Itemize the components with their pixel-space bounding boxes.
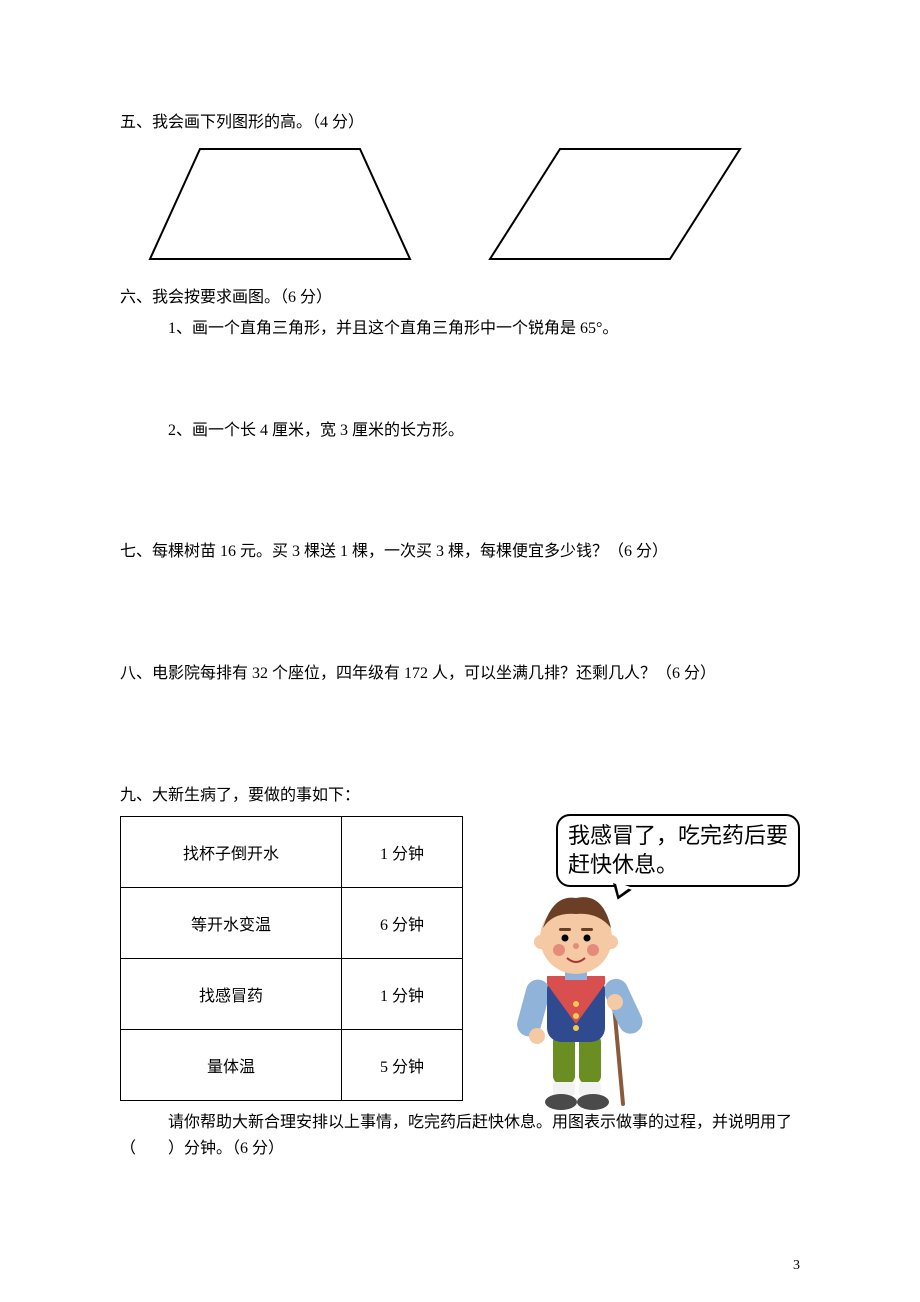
cell-task: 找杯子倒开水 [121,817,342,888]
q9-title: 九、大新生病了，要做的事如下： [120,783,800,809]
parallelogram-shape [480,144,750,269]
q9-after2: （ ）分钟。（6 分） [120,1136,800,1162]
q6-title: 六、我会按要求画图。（6 分） [120,285,800,311]
q7-title: 七、每棵树苗 16 元。买 3 棵送 1 棵，一次买 3 棵，每棵便宜多少钱？（… [120,539,800,565]
parallelogram-poly [490,149,740,259]
page-number: 3 [793,1258,800,1274]
cell-time: 1 分钟 [342,959,463,1030]
trapezoid-shape [140,144,420,269]
q5-shapes [120,144,800,269]
q6-item2: 2、画一个长 4 厘米，宽 3 厘米的长方形。 [120,418,800,444]
cell-time: 6 分钟 [342,888,463,959]
trapezoid-poly [150,149,410,259]
table-row: 找感冒药 1 分钟 [121,959,463,1030]
q9-after1: 请你帮助大新合理安排以上事情，吃完药后赶快休息。用图表示做事的过程，并说明用了 [120,1110,800,1136]
cell-task: 量体温 [121,1030,342,1101]
cell-task: 等开水变温 [121,888,342,959]
q8-title: 八、电影院每排有 32 个座位，四年级有 172 人，可以坐满几排？还剩几人？（… [120,661,800,687]
kid-figure-icon [503,884,643,1114]
table-row: 量体温 5 分钟 [121,1030,463,1101]
cell-task: 找感冒药 [121,959,342,1030]
cell-time: 1 分钟 [342,817,463,888]
table-row: 等开水变温 6 分钟 [121,888,463,959]
speech-bubble: 我感冒了，吃完药后要赶快休息。 [556,814,800,887]
q9-table: 找杯子倒开水 1 分钟 等开水变温 6 分钟 找感冒药 1 分钟 量体温 5 分… [120,816,463,1101]
table-row: 找杯子倒开水 1 分钟 [121,817,463,888]
q5-title: 五、我会画下列图形的高。（4 分） [120,110,800,136]
cell-time: 5 分钟 [342,1030,463,1101]
q6-item1: 1、画一个直角三角形，并且这个直角三角形中一个锐角是 65°。 [120,316,800,342]
